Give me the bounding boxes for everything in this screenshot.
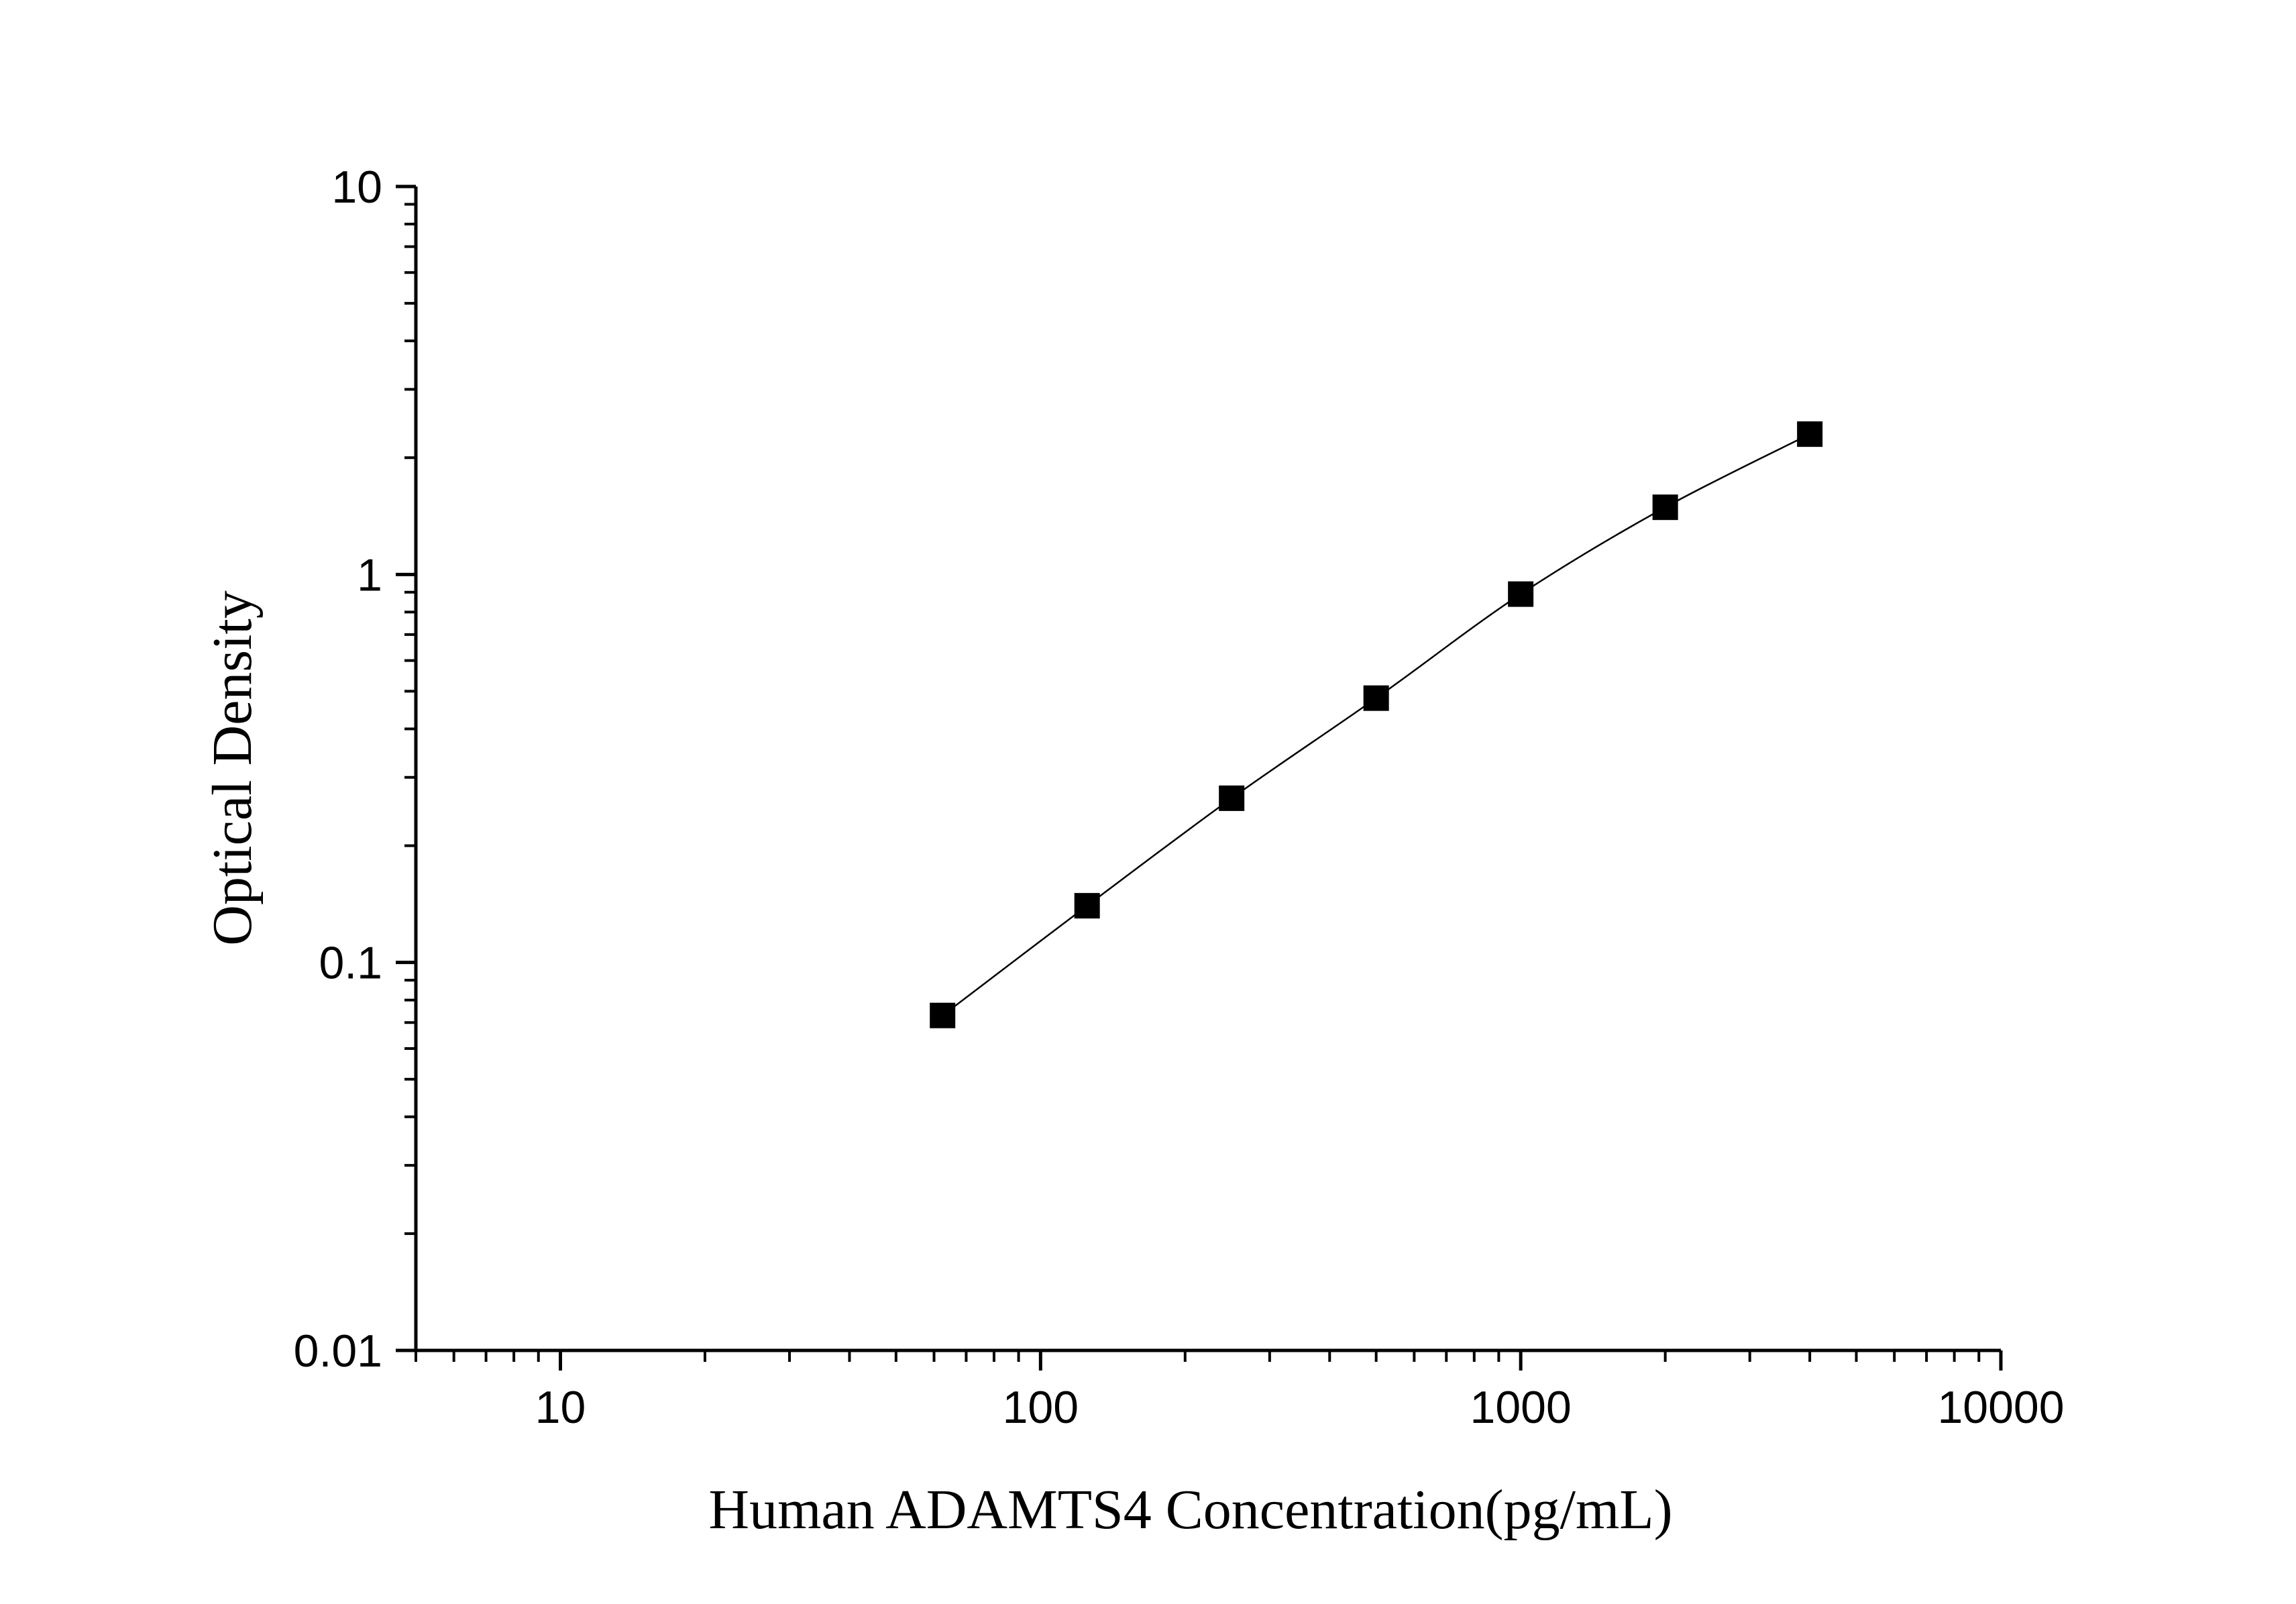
y-tick-label: 1 — [357, 549, 382, 600]
y-axis-title: Optical Density — [201, 590, 264, 946]
y-tick-label: 0.01 — [294, 1326, 382, 1377]
x-tick-label: 100 — [1003, 1382, 1079, 1433]
data-point-marker — [1074, 893, 1100, 919]
axes — [414, 186, 2001, 1352]
ticks — [396, 184, 2003, 1371]
data-markers — [930, 421, 1823, 1028]
fit-curve-line — [942, 433, 1810, 1016]
data-point-marker — [930, 1002, 956, 1028]
y-tick-label: 10 — [331, 162, 382, 213]
x-axis-title: Human ADAMTS4 Concentration(pg/mL) — [708, 1479, 1672, 1541]
x-tick-label: 10000 — [1937, 1382, 2064, 1433]
x-tick-label: 1000 — [1470, 1382, 1572, 1433]
x-tick-label: 10 — [535, 1382, 586, 1433]
data-point-marker — [1363, 685, 1389, 711]
tick-labels: 10 100 1000 10000 0.01 0.1 1 10 — [294, 162, 2065, 1433]
data-point-marker — [1797, 421, 1823, 447]
data-point-marker — [1219, 785, 1245, 811]
data-point-marker — [1508, 581, 1534, 607]
fit-curve-layer — [942, 433, 1810, 1016]
data-point-marker — [1652, 494, 1678, 521]
y-tick-label: 0.1 — [319, 938, 382, 989]
